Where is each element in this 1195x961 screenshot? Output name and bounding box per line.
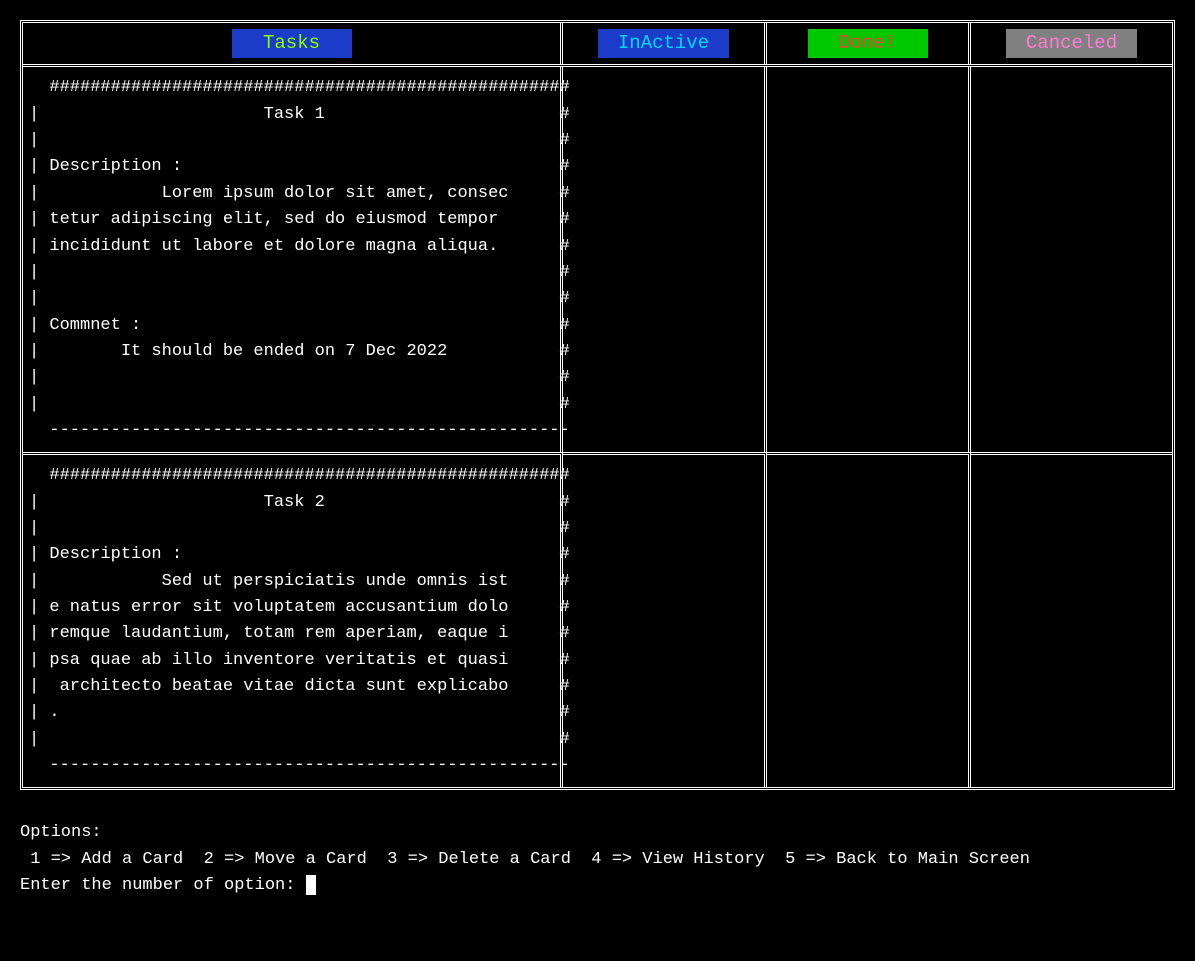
- tab-tasks[interactable]: Tasks: [232, 29, 352, 58]
- task-card[interactable]: ########################################…: [29, 75, 554, 444]
- cursor[interactable]: [306, 875, 316, 895]
- empty-cell: [767, 67, 971, 452]
- tasks-cell: ########################################…: [23, 67, 563, 452]
- options-prompt: Enter the number of option:: [20, 876, 306, 895]
- header-cell-done: Done!: [767, 23, 971, 64]
- tasks-cell: ########################################…: [23, 452, 563, 787]
- header-cell-inactive: InActive: [563, 23, 767, 64]
- empty-cell: [971, 452, 1172, 787]
- header-cell-tasks: Tasks: [23, 23, 563, 64]
- options-area: Options: 1 => Add a Card 2 => Move a Car…: [20, 820, 1175, 899]
- options-title: Options:: [20, 823, 102, 842]
- empty-cell: [767, 452, 971, 787]
- board-row: ########################################…: [23, 452, 1172, 787]
- kanban-board: Tasks InActive Done! Canceled ##########…: [20, 20, 1175, 790]
- header-cell-canceled: Canceled: [971, 23, 1172, 64]
- options-list: 1 => Add a Card 2 => Move a Card 3 => De…: [20, 850, 1030, 869]
- empty-cell: [971, 67, 1172, 452]
- empty-cell: [563, 452, 767, 787]
- tab-canceled[interactable]: Canceled: [1006, 29, 1137, 58]
- empty-cell: [563, 67, 767, 452]
- tab-inactive[interactable]: InActive: [598, 29, 729, 58]
- board-row: ########################################…: [23, 67, 1172, 452]
- tab-done[interactable]: Done!: [808, 29, 928, 58]
- header-row: Tasks InActive Done! Canceled: [23, 23, 1172, 67]
- task-card[interactable]: ########################################…: [29, 463, 554, 779]
